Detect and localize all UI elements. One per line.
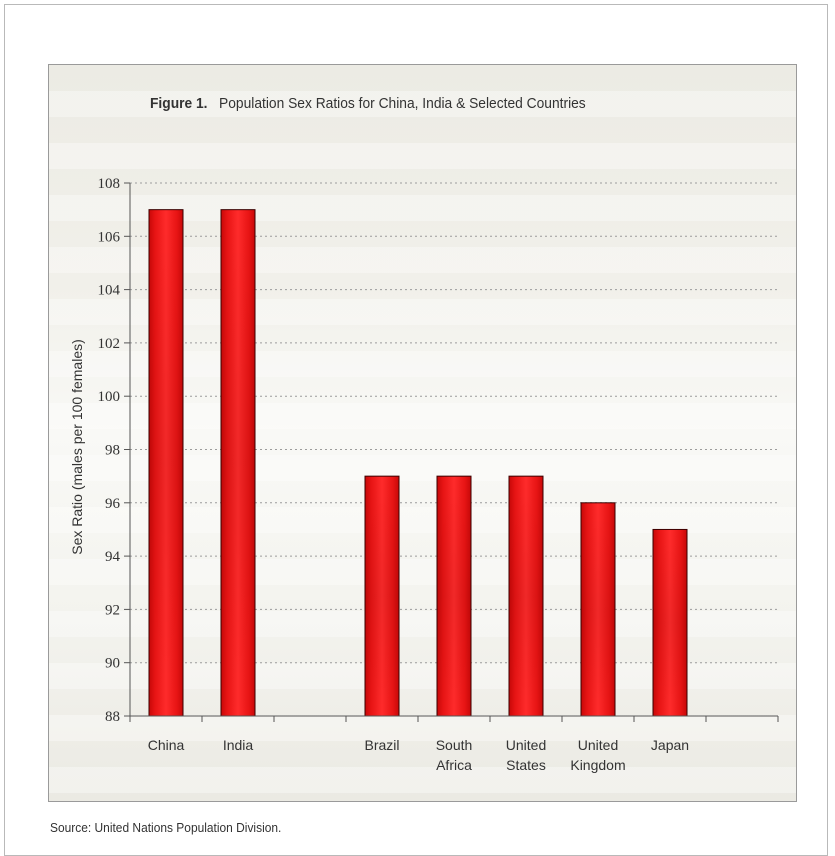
y-tick-label: 90 [105, 656, 120, 672]
x-tick-label: India [223, 737, 254, 753]
x-tick-label: Japan [651, 737, 689, 753]
y-tick-label: 100 [98, 389, 121, 405]
chart-title: Figure 1. Population Sex Ratios for Chin… [150, 95, 720, 112]
x-tick-label: United [506, 737, 546, 753]
axes: 88 90 92 94 96 98 100 102 104 106 108 China India Bra… [98, 176, 779, 773]
x-tick-label: China [148, 737, 185, 753]
bar-shading [581, 502, 615, 716]
bar-shading [653, 529, 687, 716]
chart-title-text: Population Sex Ratios for China, India &… [219, 95, 586, 112]
y-tick-label: 88 [105, 709, 120, 725]
x-tick-label: United [578, 737, 618, 753]
x-tick-label: States [506, 757, 546, 773]
bar-shading [437, 476, 471, 716]
bar-shading [149, 209, 183, 716]
y-tick-label: 108 [98, 176, 121, 192]
y-tick-label: 104 [98, 283, 121, 299]
bar-shading [365, 476, 399, 716]
y-tick-label: 92 [105, 602, 120, 618]
figure-number: Figure 1. [150, 95, 208, 112]
x-tick-label: South [436, 737, 473, 753]
y-axis-label: Sex Ratio (males per 100 females) [69, 339, 85, 555]
y-tick-label: 96 [105, 496, 121, 512]
x-tick-label: Brazil [364, 737, 399, 753]
x-tick-label: Kingdom [570, 757, 625, 773]
bar-shading [221, 209, 255, 716]
y-tick-label: 94 [105, 549, 121, 565]
bars [148, 209, 688, 717]
y-tick-label: 102 [98, 336, 121, 352]
y-tick-label: 98 [105, 443, 120, 459]
bar-shading [509, 476, 543, 716]
x-tick-label: Africa [436, 757, 472, 773]
source-note: Source: United Nations Population Divisi… [50, 820, 282, 835]
y-tick-label: 106 [98, 229, 121, 245]
